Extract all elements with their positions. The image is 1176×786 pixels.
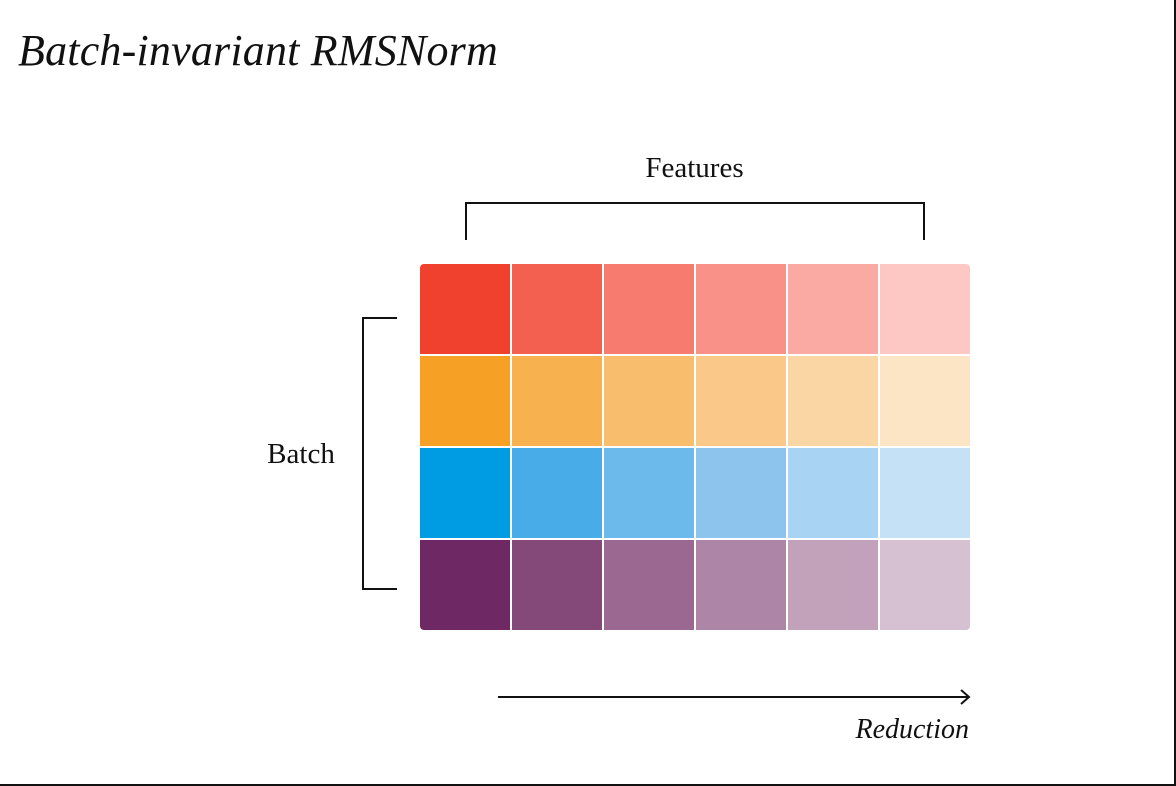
grid-cell bbox=[788, 540, 878, 630]
grid-cell bbox=[420, 356, 510, 446]
grid-cell bbox=[604, 264, 694, 354]
grid-cell bbox=[880, 264, 970, 354]
grid-cell bbox=[420, 264, 510, 354]
grid-cell bbox=[880, 448, 970, 538]
tensor-grid bbox=[420, 264, 970, 630]
grid-cell bbox=[788, 356, 878, 446]
grid-cell bbox=[788, 264, 878, 354]
reduction-label: Reduction bbox=[855, 714, 969, 745]
grid-cell bbox=[512, 356, 602, 446]
grid-cell bbox=[604, 356, 694, 446]
grid-cell bbox=[512, 264, 602, 354]
features-bracket bbox=[465, 202, 925, 240]
batch-bracket bbox=[362, 317, 397, 590]
diagram-title: Batch-invariant RMSNorm bbox=[18, 26, 498, 75]
grid-cell bbox=[512, 540, 602, 630]
grid-cell bbox=[604, 540, 694, 630]
grid-cell bbox=[604, 448, 694, 538]
grid-cell bbox=[512, 448, 602, 538]
grid-cell bbox=[788, 448, 878, 538]
batch-label: Batch bbox=[267, 438, 335, 470]
grid-cell bbox=[420, 540, 510, 630]
grid-cell bbox=[696, 356, 786, 446]
grid-cell bbox=[880, 540, 970, 630]
grid-cell bbox=[696, 448, 786, 538]
grid-cell bbox=[420, 448, 510, 538]
reduction-arrow-head bbox=[960, 689, 971, 705]
grid-cell bbox=[696, 540, 786, 630]
features-label: Features bbox=[645, 152, 744, 184]
grid-cell bbox=[696, 264, 786, 354]
grid-cell bbox=[880, 356, 970, 446]
